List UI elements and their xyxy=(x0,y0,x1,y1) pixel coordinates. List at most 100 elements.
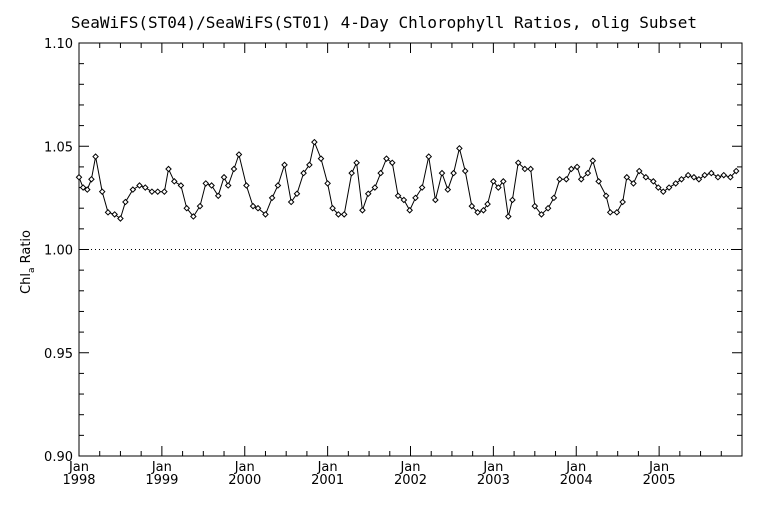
x-tick-year-label: 2005 xyxy=(643,473,676,488)
data-point xyxy=(684,171,692,179)
x-tick-year-label: 1999 xyxy=(145,473,178,488)
data-point xyxy=(432,196,439,204)
data-point xyxy=(695,175,703,183)
data-point xyxy=(220,173,228,181)
data-point xyxy=(208,182,215,189)
data-point xyxy=(613,209,621,216)
data-point xyxy=(400,196,408,204)
data-point xyxy=(75,173,83,181)
data-point xyxy=(196,202,204,210)
data-point xyxy=(170,178,178,185)
data-point xyxy=(136,182,143,189)
data-point xyxy=(129,186,137,193)
data-point xyxy=(720,171,728,179)
data-point xyxy=(678,175,685,183)
x-tick-year-label: 2000 xyxy=(228,473,261,488)
data-point xyxy=(230,165,238,173)
data-point xyxy=(538,211,545,218)
data-point xyxy=(377,169,384,177)
data-point xyxy=(383,155,390,162)
data-point xyxy=(490,178,497,185)
data-point xyxy=(165,165,172,173)
x-tick-month-label: Jan xyxy=(234,460,255,475)
chart-title: SeaWiFS(ST04)/SeaWiFS(ST01) 4-Day Chloro… xyxy=(70,13,698,32)
data-point xyxy=(371,184,379,191)
data-point xyxy=(262,211,269,218)
x-tick-month-label: Jan xyxy=(482,460,503,475)
data-point xyxy=(484,200,491,208)
data-point xyxy=(104,209,112,216)
data-point xyxy=(562,175,570,183)
data-point xyxy=(335,211,342,218)
x-tick-year-label: 1998 xyxy=(62,473,95,488)
data-series xyxy=(75,138,740,222)
data-point xyxy=(495,184,502,191)
data-point xyxy=(406,206,413,214)
data-point xyxy=(98,188,106,195)
x-tick-year-label: 2001 xyxy=(311,473,344,488)
data-point xyxy=(359,206,366,214)
data-point xyxy=(665,184,673,191)
data-point xyxy=(122,198,129,206)
data-point xyxy=(708,169,715,177)
data-point xyxy=(243,182,250,189)
data-point xyxy=(504,213,512,220)
data-point xyxy=(311,138,318,146)
data-point xyxy=(111,211,118,218)
data-point xyxy=(88,175,95,183)
data-point xyxy=(577,175,585,183)
data-point xyxy=(364,190,372,198)
data-point xyxy=(650,178,657,185)
data-point xyxy=(214,192,222,200)
x-tick-month-label: Jan xyxy=(399,460,420,475)
data-point xyxy=(672,180,680,187)
data-point xyxy=(642,173,650,181)
data-point xyxy=(268,194,276,202)
data-point xyxy=(690,173,698,181)
data-point xyxy=(388,159,396,167)
data-point xyxy=(190,213,197,220)
data-point xyxy=(148,188,156,195)
data-point xyxy=(79,184,87,191)
data-point xyxy=(324,180,331,187)
data-point xyxy=(249,202,257,210)
data-point xyxy=(438,169,446,177)
y-tick-label: 1.00 xyxy=(44,244,73,259)
plot-frame xyxy=(78,42,743,457)
axes: 0.900.951.001.051.10Jan1998Jan1999Jan200… xyxy=(44,37,743,488)
y-tick-label: 0.95 xyxy=(44,347,73,362)
data-point xyxy=(254,204,262,212)
data-point xyxy=(183,204,191,212)
data-point xyxy=(595,178,602,185)
x-tick-month-label: Jan xyxy=(565,460,586,475)
data-point xyxy=(606,209,614,216)
data-point xyxy=(474,209,481,216)
data-point xyxy=(623,173,631,181)
data-point xyxy=(480,206,487,214)
data-point xyxy=(500,178,507,185)
data-point xyxy=(514,159,522,167)
series-line xyxy=(78,140,737,220)
x-tick-month-label: Jan xyxy=(151,460,172,475)
data-point xyxy=(306,161,313,169)
y-tick-label: 0.90 xyxy=(44,450,73,465)
data-point xyxy=(701,171,709,179)
data-point xyxy=(293,190,301,198)
data-point xyxy=(444,186,452,193)
data-point xyxy=(544,204,552,212)
data-point xyxy=(202,180,210,187)
data-point xyxy=(117,215,124,222)
data-point xyxy=(527,165,534,173)
data-point xyxy=(450,169,457,177)
data-point xyxy=(287,198,295,206)
data-point xyxy=(714,173,722,181)
data-point xyxy=(630,180,637,187)
x-tick-month-label: Jan xyxy=(648,460,669,475)
data-point xyxy=(456,145,463,152)
data-point xyxy=(274,182,282,189)
data-point xyxy=(727,173,734,181)
data-point xyxy=(589,157,597,165)
data-point xyxy=(177,182,185,189)
data-point xyxy=(521,165,529,173)
